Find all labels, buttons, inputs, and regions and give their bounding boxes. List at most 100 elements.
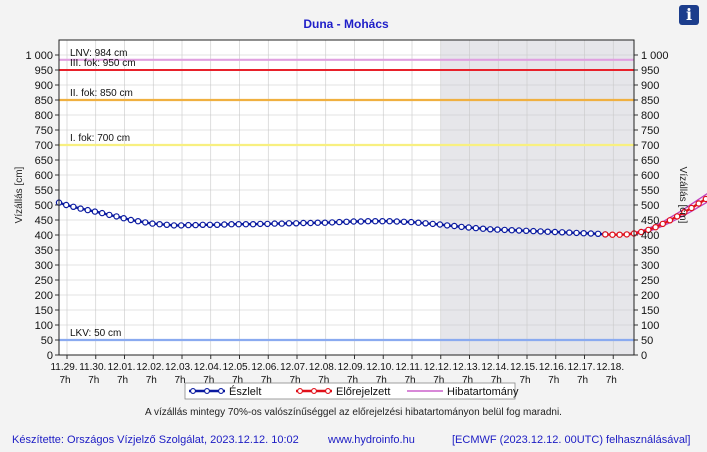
forecast-point — [688, 204, 695, 212]
x-tick-label-hour: 7h — [491, 375, 502, 386]
observed-point — [300, 219, 307, 227]
legend-label: Előrejelzett — [336, 386, 390, 398]
observed-point — [350, 218, 357, 225]
x-tick-label-date: 12.07. — [280, 362, 308, 373]
y-tick-label-left: 950 — [35, 65, 53, 77]
threshold-label: III. fok: 950 cm — [70, 58, 136, 69]
x-tick-label-hour: 7h — [548, 375, 559, 386]
observed-point — [84, 206, 91, 214]
y-tick-label-left: 50 — [41, 335, 53, 347]
legend-marker — [190, 388, 196, 394]
x-tick-label-hour: 7h — [519, 375, 530, 386]
footer-link[interactable]: www.hydroinfo.hu — [328, 434, 415, 446]
observed-point — [386, 217, 393, 225]
y-tick-label-right: 450 — [641, 215, 659, 227]
observed-point — [113, 213, 120, 220]
y-tick-label-left: 1 000 — [25, 50, 53, 62]
y-tick-label-left: 750 — [35, 125, 53, 137]
plot-area — [59, 40, 634, 355]
x-tick-label-date: 11.30. — [79, 362, 106, 373]
observed-point — [551, 228, 559, 236]
observed-point — [508, 226, 516, 234]
y-tick-label-left: 800 — [35, 110, 53, 122]
x-tick-label-hour: 7h — [289, 375, 300, 386]
threshold-label: LKV: 50 cm — [70, 328, 121, 339]
forecast-point — [637, 228, 645, 236]
x-tick-label-hour: 7h — [203, 375, 214, 386]
observed-point — [379, 217, 386, 225]
observed-point — [285, 220, 293, 227]
observed-point — [156, 220, 163, 228]
legend-marker — [325, 388, 331, 394]
y-tick-label-right: 300 — [641, 260, 659, 272]
y-tick-label-left: 100 — [35, 320, 53, 332]
x-tick-label-date: 12.08. — [309, 362, 337, 373]
observed-point — [106, 211, 113, 219]
x-tick-label-date: 12.10. — [366, 362, 394, 373]
forecast-point — [673, 213, 681, 220]
observed-point — [530, 227, 537, 235]
info-icon[interactable]: i — [679, 5, 699, 25]
x-tick-label-hour: 7h — [606, 375, 617, 386]
x-tick-label-date: 12.13. — [453, 362, 481, 373]
observed-point — [292, 220, 300, 227]
forecast-region — [440, 40, 634, 355]
y-tick-label-left: 600 — [35, 170, 53, 182]
y-tick-label-right: 0 — [641, 350, 647, 362]
observed-point — [415, 219, 422, 226]
observed-point — [235, 220, 242, 228]
observed-point — [328, 219, 336, 226]
observed-point — [393, 218, 401, 225]
observed-point — [487, 226, 494, 233]
x-tick-label-date: 12.11. — [395, 362, 422, 373]
forecast-point — [681, 208, 688, 216]
x-tick-label-hour: 7h — [261, 375, 272, 386]
forecast-point — [645, 226, 652, 234]
observed-point — [479, 225, 487, 232]
x-tick-label-hour: 7h — [404, 375, 415, 386]
x-tick-label-date: 12.06. — [251, 362, 279, 373]
threshold-label: II. fok: 850 cm — [70, 88, 133, 99]
observed-point — [494, 226, 501, 233]
y-tick-label-right: 350 — [641, 245, 659, 257]
forecast-point — [652, 223, 659, 231]
threshold-label: LNV: 984 cm — [70, 48, 127, 59]
y-tick-label-left: 0 — [47, 350, 53, 362]
footer-model: [ECMWF (2023.12.12. 00UTC) felhasználásá… — [452, 434, 691, 446]
x-tick-label-date: 12.17. — [568, 362, 596, 373]
x-tick-label-hour: 7h — [318, 375, 329, 386]
x-tick-label-hour: 7h — [117, 375, 128, 386]
observed-point — [372, 217, 379, 225]
y-tick-label-left: 350 — [35, 245, 53, 257]
observed-point — [127, 216, 135, 224]
observed-point — [278, 220, 286, 227]
legend-marker — [311, 388, 317, 394]
y-tick-label-right: 150 — [641, 305, 659, 317]
footer-author: Készítette: Országos Vízjelző Szolgálat,… — [12, 434, 299, 446]
observed-point — [465, 224, 472, 231]
legend: Észlelt Előrejelzett Hibatartomány — [184, 382, 519, 400]
legend-marker — [204, 388, 210, 394]
observed-point — [422, 220, 429, 227]
observed-point — [501, 226, 508, 234]
observed-point — [185, 221, 192, 229]
x-tick-label-hour: 7h — [433, 375, 444, 386]
x-tick-label-hour: 7h — [577, 375, 588, 386]
y-tick-label-right: 950 — [641, 65, 659, 77]
observed-point — [357, 218, 365, 225]
forecast-point — [602, 231, 609, 238]
observed-point — [443, 222, 451, 229]
y-tick-label-right: 1 000 — [641, 50, 669, 62]
x-tick-label-hour: 7h — [146, 375, 157, 386]
observed-point — [544, 228, 551, 235]
observed-point — [170, 222, 178, 229]
observed-point — [343, 218, 350, 225]
observed-point — [221, 221, 228, 228]
y-tick-label-right: 500 — [641, 200, 659, 212]
legend-label: Észlelt — [229, 385, 261, 398]
x-tick-label-hour: 7h — [232, 375, 243, 386]
observed-point — [213, 221, 221, 228]
observed-point — [77, 205, 84, 212]
observed-point — [163, 221, 171, 228]
